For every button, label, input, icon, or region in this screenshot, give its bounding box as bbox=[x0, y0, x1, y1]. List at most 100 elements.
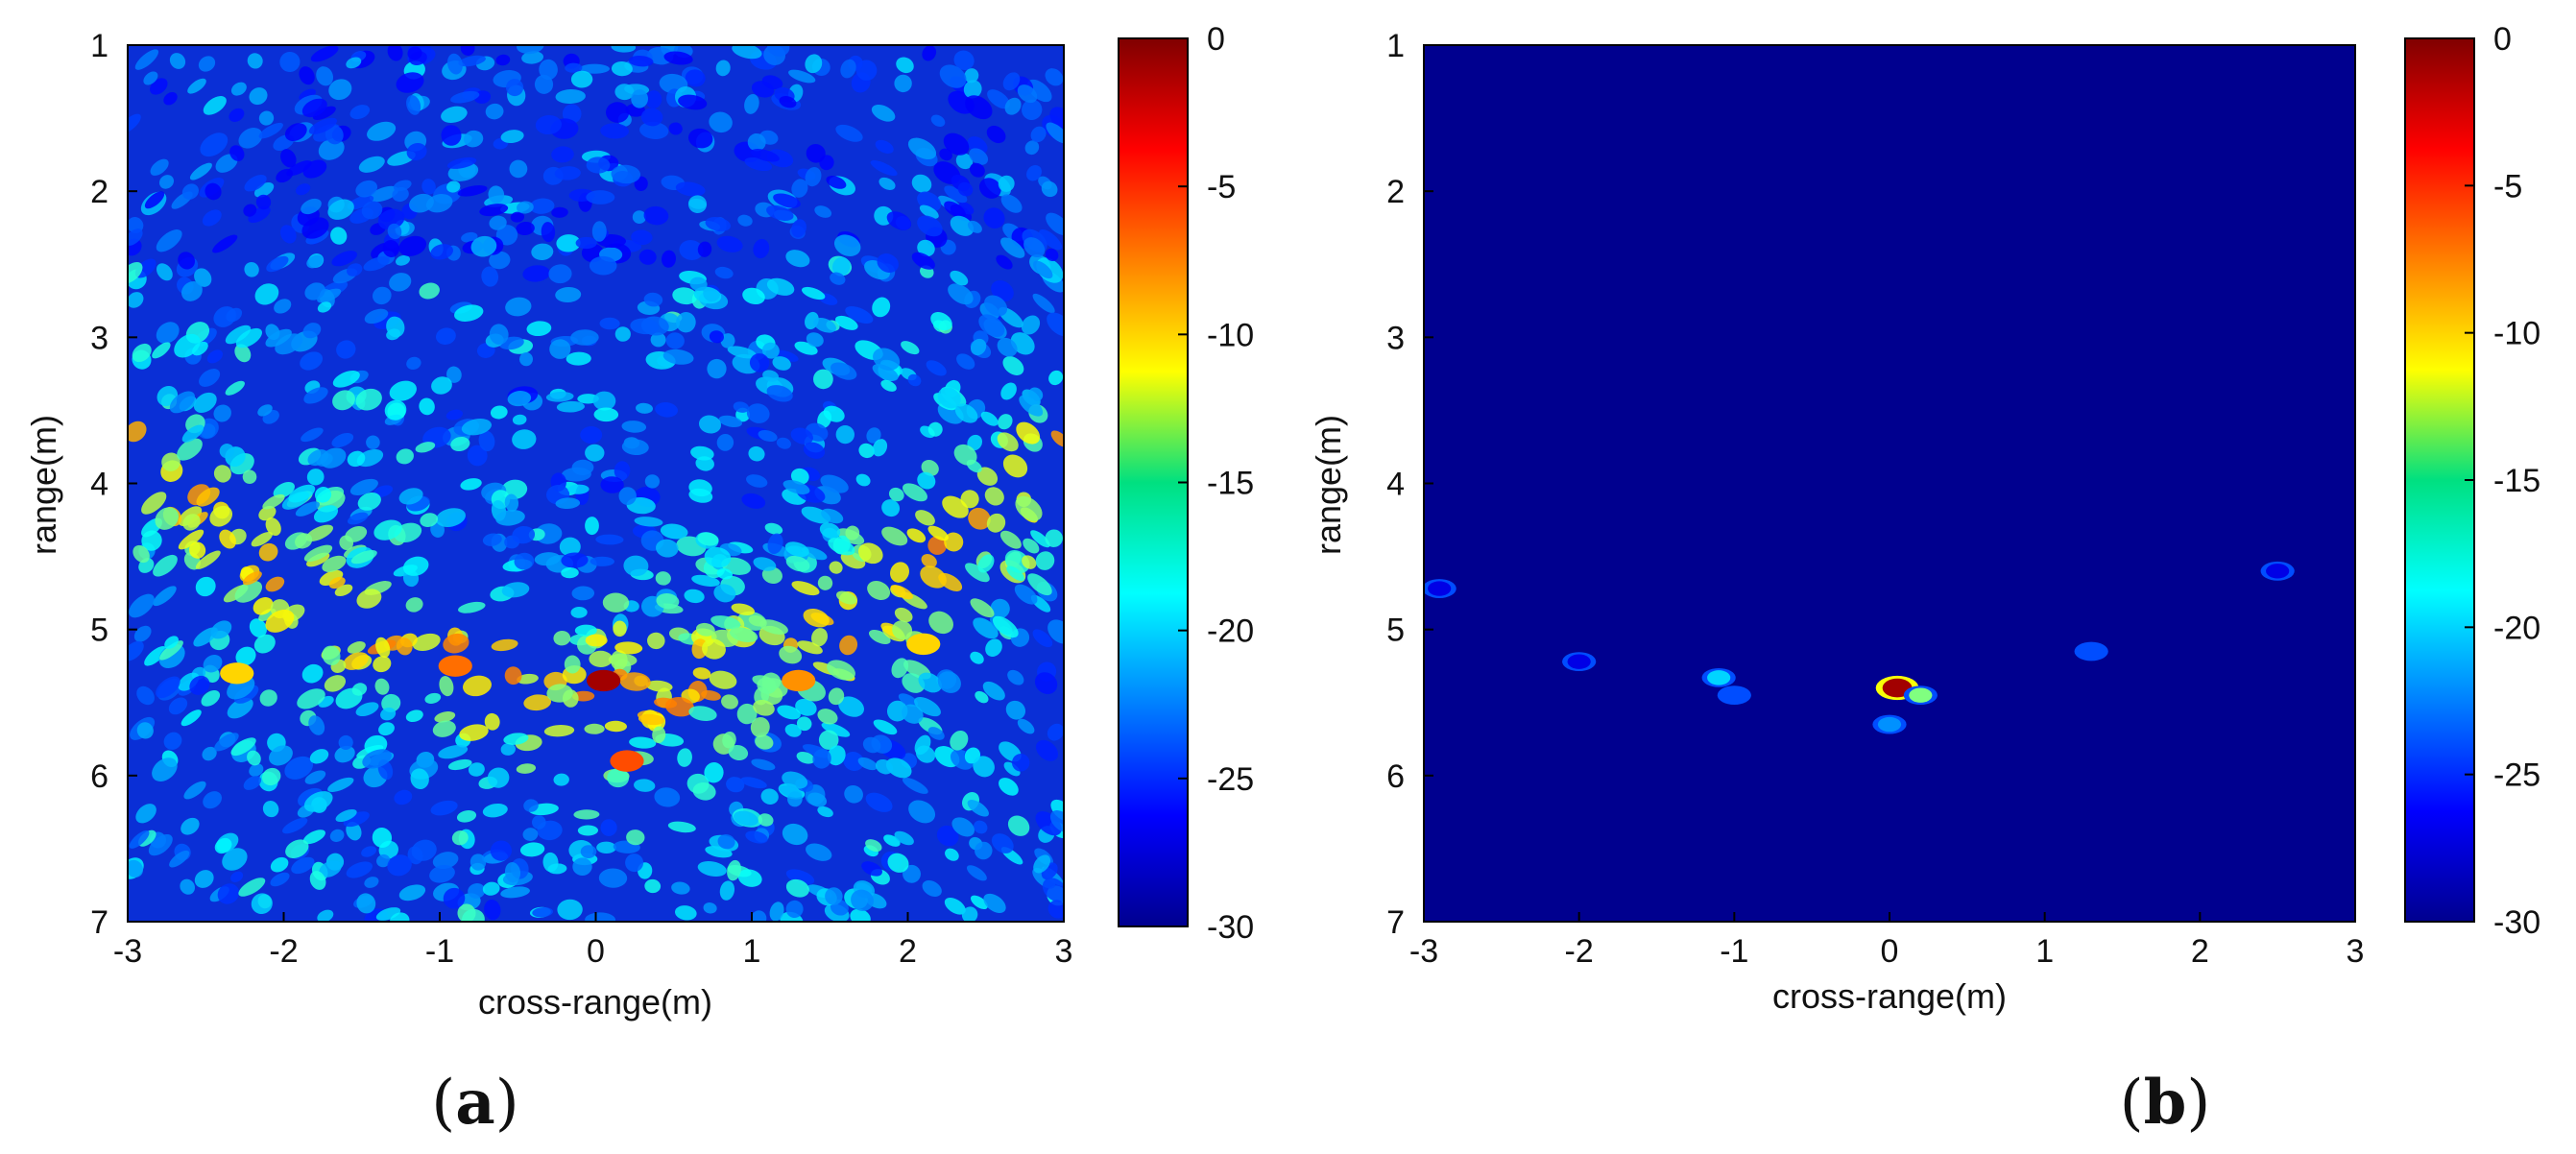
x-axis-label-b: cross-range(m) bbox=[1772, 976, 2007, 1016]
speckle-blob bbox=[265, 609, 295, 633]
speckle-blob bbox=[693, 286, 722, 304]
speckle-blob bbox=[461, 231, 478, 243]
speckle-blob bbox=[255, 194, 272, 210]
x-tick-label-b: -1 bbox=[1720, 933, 1748, 970]
speckle-blob bbox=[324, 675, 347, 692]
speckle-blob bbox=[703, 902, 717, 914]
speckle-blob bbox=[282, 817, 308, 834]
speckle-blob bbox=[950, 270, 969, 286]
speckle-blob bbox=[436, 508, 466, 528]
speckle-blob bbox=[875, 139, 894, 154]
speckle-blob bbox=[645, 90, 662, 109]
speckle-blob bbox=[906, 528, 927, 543]
speckle-blob bbox=[274, 299, 292, 314]
speckle-blob bbox=[643, 292, 663, 307]
speckle-blob bbox=[347, 641, 366, 654]
speckle-blob bbox=[235, 327, 262, 349]
speckle-blob bbox=[695, 622, 715, 637]
speckle-blob bbox=[634, 517, 663, 527]
speckle-blob bbox=[855, 473, 871, 487]
speckle-blob bbox=[322, 555, 347, 573]
speckle-blob bbox=[614, 326, 631, 342]
hot-spot-b bbox=[2266, 564, 2290, 579]
speckle-blob bbox=[795, 698, 817, 716]
speckle-blob bbox=[983, 207, 1005, 228]
speckle-blob bbox=[150, 78, 168, 95]
speckle-blob bbox=[611, 164, 641, 184]
speckle-blob bbox=[915, 745, 936, 763]
speckle-blob bbox=[1022, 99, 1043, 121]
speckle-blob bbox=[654, 787, 681, 807]
speckle-blob bbox=[461, 908, 485, 922]
speckle-blob bbox=[872, 297, 891, 318]
speckle-blob bbox=[1004, 97, 1022, 115]
speckle-blob bbox=[865, 839, 882, 853]
speckle-blob bbox=[987, 89, 1010, 109]
speckle-blob bbox=[697, 241, 712, 257]
speckle-blob bbox=[532, 907, 553, 918]
speckle-blob bbox=[1015, 495, 1043, 521]
speckle-blob bbox=[387, 45, 403, 61]
speckle-blob bbox=[944, 532, 964, 552]
speckle-blob bbox=[1019, 395, 1044, 417]
speckle-blob bbox=[807, 792, 828, 807]
speckle-blob bbox=[305, 524, 334, 542]
speckle-blob bbox=[389, 273, 412, 292]
speckle-blob bbox=[951, 817, 975, 837]
speckle-blob bbox=[903, 864, 921, 883]
speckle-blob bbox=[903, 483, 927, 502]
speckle-blob bbox=[747, 132, 766, 152]
speckle-blob bbox=[690, 445, 714, 461]
speckle-blob bbox=[460, 478, 482, 491]
speckle-blob bbox=[697, 861, 727, 877]
speckle-blob bbox=[611, 60, 633, 77]
speckle-blob bbox=[209, 505, 233, 527]
speckle-blob bbox=[180, 878, 196, 895]
speckle-blob bbox=[821, 508, 844, 524]
speckle-blob bbox=[977, 554, 995, 573]
speckle-blob bbox=[351, 683, 368, 696]
speckle-blob bbox=[812, 748, 831, 769]
speckle-blob bbox=[753, 699, 775, 716]
speckle-blob bbox=[998, 414, 1013, 430]
speckle-blob bbox=[875, 758, 894, 775]
speckle-blob bbox=[201, 689, 221, 707]
speckle-blob bbox=[242, 469, 257, 485]
speckle-blob bbox=[516, 763, 537, 774]
speckle-blob bbox=[156, 322, 180, 344]
speckle-blob bbox=[489, 215, 507, 230]
speckle-blob bbox=[991, 833, 1014, 853]
speckle-blob bbox=[902, 777, 928, 794]
speckle-blob bbox=[217, 883, 240, 904]
speckle-blob bbox=[445, 409, 464, 421]
speckle-blob bbox=[727, 859, 741, 881]
speckle-blob bbox=[655, 571, 671, 586]
speckle-blob bbox=[922, 880, 942, 897]
speckle-blob bbox=[507, 391, 532, 407]
speckle-blob bbox=[308, 117, 337, 134]
speckle-blob bbox=[309, 871, 326, 890]
speckle-blob bbox=[610, 650, 628, 670]
speckle-blob bbox=[329, 829, 345, 842]
speckle-blob bbox=[950, 730, 969, 751]
speckle-blob bbox=[531, 243, 554, 261]
speckle-blob bbox=[911, 252, 935, 270]
speckle-blob bbox=[523, 799, 539, 812]
speckle-blob bbox=[595, 534, 624, 545]
speckle-blob bbox=[543, 725, 575, 737]
speckle-blob bbox=[911, 174, 932, 193]
colorbar-tick-label-b: -30 bbox=[2493, 904, 2540, 941]
speckle-blob bbox=[545, 391, 574, 402]
speckle-blob bbox=[309, 749, 329, 764]
heatmap-a-speckle bbox=[128, 45, 1064, 922]
speckle-blob bbox=[753, 557, 777, 571]
speckle-blob bbox=[355, 180, 378, 198]
speckle-blob bbox=[969, 162, 985, 178]
colorbar-tick-label-a: -30 bbox=[1207, 909, 1254, 946]
speckle-blob bbox=[908, 800, 936, 824]
speckle-blob bbox=[705, 216, 732, 232]
speckle-blob bbox=[671, 881, 690, 895]
speckle-blob bbox=[419, 397, 435, 416]
speckle-blob bbox=[825, 887, 843, 905]
speckle-blob bbox=[482, 803, 508, 818]
